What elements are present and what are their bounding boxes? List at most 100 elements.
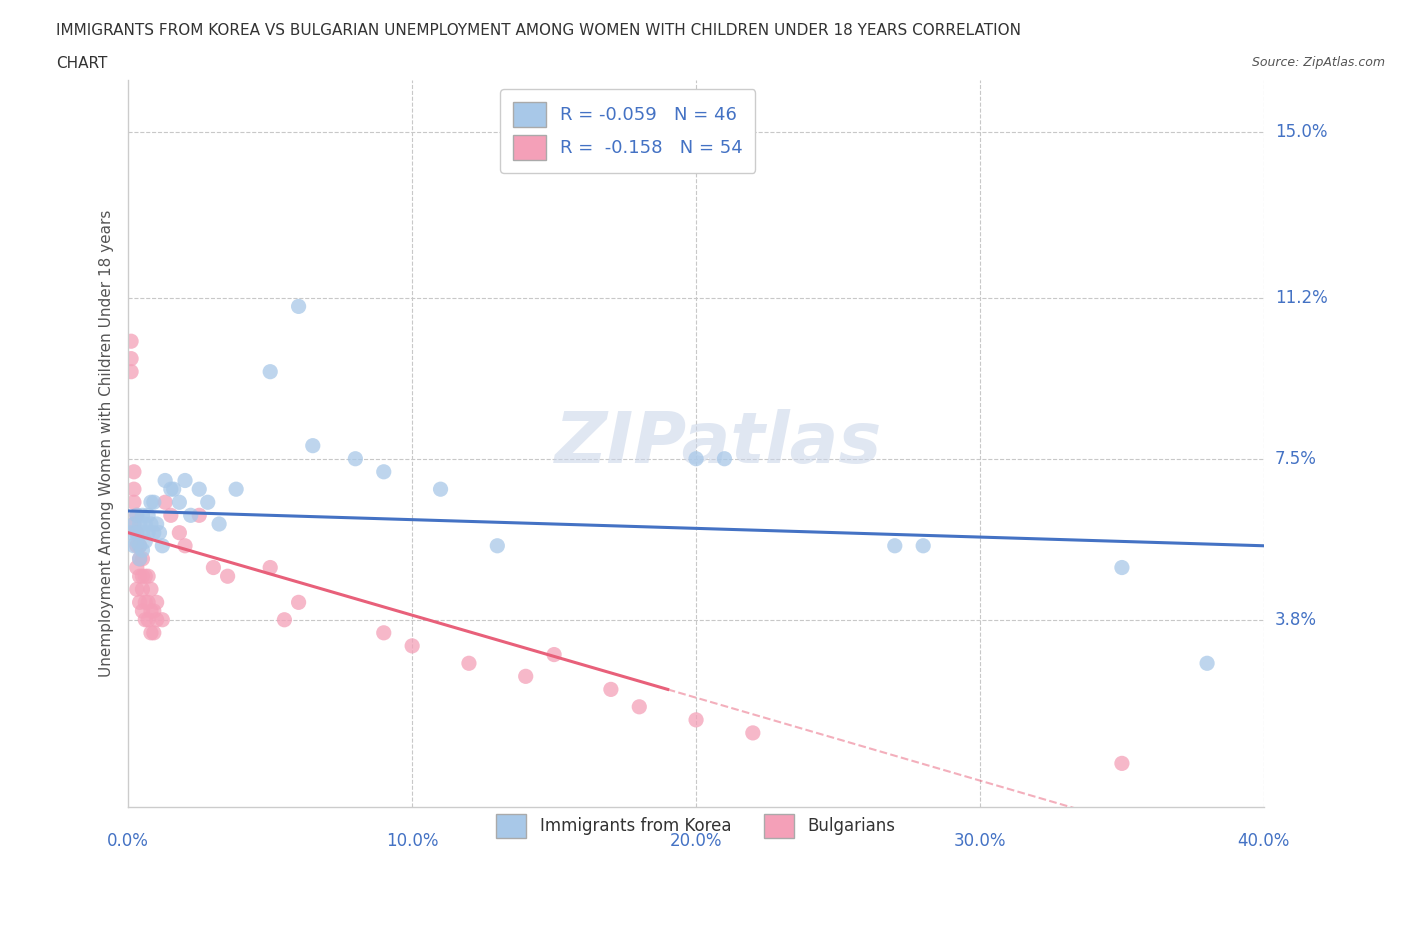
- Point: [136, 525, 159, 540]
- Point: [148, 525, 170, 540]
- Point: [145, 516, 167, 531]
- Point: [160, 482, 183, 497]
- Point: [287, 299, 309, 313]
- Point: [202, 560, 225, 575]
- Text: CHART: CHART: [56, 56, 108, 71]
- Point: [1111, 756, 1133, 771]
- Point: [174, 473, 197, 488]
- Point: [287, 595, 309, 610]
- Point: [142, 495, 165, 510]
- Point: [401, 638, 423, 653]
- Point: [122, 482, 145, 497]
- Point: [741, 725, 763, 740]
- Point: [259, 560, 281, 575]
- Point: [145, 595, 167, 610]
- Point: [145, 612, 167, 627]
- Point: [131, 525, 153, 540]
- Point: [125, 582, 148, 597]
- Point: [139, 604, 162, 618]
- Point: [122, 495, 145, 510]
- Point: [131, 551, 153, 566]
- Point: [131, 569, 153, 584]
- Point: [912, 538, 935, 553]
- Text: 10.0%: 10.0%: [385, 832, 439, 850]
- Point: [225, 482, 247, 497]
- Point: [169, 495, 191, 510]
- Point: [163, 482, 186, 497]
- Point: [131, 508, 153, 523]
- Point: [153, 495, 176, 510]
- Point: [188, 482, 211, 497]
- Point: [373, 464, 395, 479]
- Point: [344, 451, 367, 466]
- Point: [122, 464, 145, 479]
- Point: [142, 525, 165, 540]
- Point: [139, 495, 162, 510]
- Point: [120, 525, 142, 540]
- Point: [188, 508, 211, 523]
- Text: 0.0%: 0.0%: [107, 832, 149, 850]
- Point: [142, 604, 165, 618]
- Point: [599, 682, 621, 697]
- Point: [122, 516, 145, 531]
- Point: [486, 538, 509, 553]
- Point: [120, 334, 142, 349]
- Text: 3.8%: 3.8%: [1275, 611, 1317, 629]
- Point: [131, 582, 153, 597]
- Point: [128, 569, 150, 584]
- Point: [139, 582, 162, 597]
- Text: 7.5%: 7.5%: [1275, 450, 1317, 468]
- Text: 30.0%: 30.0%: [953, 832, 1007, 850]
- Point: [883, 538, 905, 553]
- Point: [134, 612, 156, 627]
- Point: [217, 569, 239, 584]
- Point: [125, 508, 148, 523]
- Point: [685, 712, 707, 727]
- Point: [128, 551, 150, 566]
- Point: [197, 495, 219, 510]
- Point: [125, 534, 148, 549]
- Point: [139, 516, 162, 531]
- Point: [131, 543, 153, 558]
- Y-axis label: Unemployment Among Women with Children Under 18 years: Unemployment Among Women with Children U…: [100, 210, 114, 677]
- Point: [125, 560, 148, 575]
- Point: [134, 569, 156, 584]
- Point: [122, 516, 145, 531]
- Point: [515, 669, 537, 684]
- Point: [122, 538, 145, 553]
- Point: [150, 538, 173, 553]
- Point: [131, 604, 153, 618]
- Point: [429, 482, 451, 497]
- Point: [169, 525, 191, 540]
- Point: [134, 595, 156, 610]
- Point: [713, 451, 735, 466]
- Point: [128, 551, 150, 566]
- Text: 11.2%: 11.2%: [1275, 288, 1327, 307]
- Point: [136, 595, 159, 610]
- Point: [150, 612, 173, 627]
- Text: IMMIGRANTS FROM KOREA VS BULGARIAN UNEMPLOYMENT AMONG WOMEN WITH CHILDREN UNDER : IMMIGRANTS FROM KOREA VS BULGARIAN UNEMP…: [56, 23, 1021, 38]
- Point: [125, 508, 148, 523]
- Point: [120, 352, 142, 366]
- Point: [543, 647, 565, 662]
- Point: [128, 538, 150, 553]
- Point: [125, 525, 148, 540]
- Text: Source: ZipAtlas.com: Source: ZipAtlas.com: [1251, 56, 1385, 69]
- Point: [1111, 560, 1133, 575]
- Point: [273, 612, 295, 627]
- Point: [120, 365, 142, 379]
- Point: [458, 656, 481, 671]
- Point: [301, 438, 323, 453]
- Point: [628, 699, 651, 714]
- Text: 20.0%: 20.0%: [669, 832, 723, 850]
- Text: ZIPatlas: ZIPatlas: [555, 409, 883, 478]
- Point: [136, 612, 159, 627]
- Point: [160, 508, 183, 523]
- Point: [174, 538, 197, 553]
- Point: [153, 473, 176, 488]
- Point: [134, 516, 156, 531]
- Point: [134, 534, 156, 549]
- Point: [128, 595, 150, 610]
- Point: [180, 508, 202, 523]
- Point: [1197, 656, 1219, 671]
